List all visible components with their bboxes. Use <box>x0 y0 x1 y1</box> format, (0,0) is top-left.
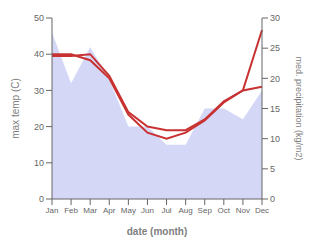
svg-text:May: May <box>121 206 136 215</box>
svg-text:30: 30 <box>270 13 280 23</box>
svg-text:20: 20 <box>34 122 44 132</box>
svg-text:20: 20 <box>270 74 280 84</box>
svg-text:0: 0 <box>270 194 275 204</box>
svg-text:Jun: Jun <box>141 206 154 215</box>
svg-text:Nov: Nov <box>236 206 250 215</box>
svg-text:10: 10 <box>270 134 280 144</box>
svg-text:med. precipitation (kg/m2): med. precipitation (kg/m2) <box>294 56 304 160</box>
svg-text:30: 30 <box>34 86 44 96</box>
svg-text:0: 0 <box>39 194 44 204</box>
svg-text:Oct: Oct <box>218 206 231 215</box>
svg-text:15: 15 <box>270 104 280 114</box>
svg-text:50: 50 <box>34 13 44 23</box>
svg-text:Jul: Jul <box>161 206 171 215</box>
svg-text:40: 40 <box>34 49 44 59</box>
svg-text:Jan: Jan <box>46 206 59 215</box>
svg-text:date (month): date (month) <box>127 226 188 237</box>
svg-text:Aug: Aug <box>179 206 193 215</box>
svg-text:Sep: Sep <box>198 206 213 215</box>
svg-text:max temp (C): max temp (C) <box>10 78 21 139</box>
svg-text:Apr: Apr <box>103 206 116 215</box>
svg-text:Mar: Mar <box>83 206 97 215</box>
svg-text:5: 5 <box>270 164 275 174</box>
svg-text:Feb: Feb <box>64 206 78 215</box>
svg-text:10: 10 <box>34 158 44 168</box>
svg-text:25: 25 <box>270 43 280 53</box>
svg-text:Dec: Dec <box>255 206 269 215</box>
